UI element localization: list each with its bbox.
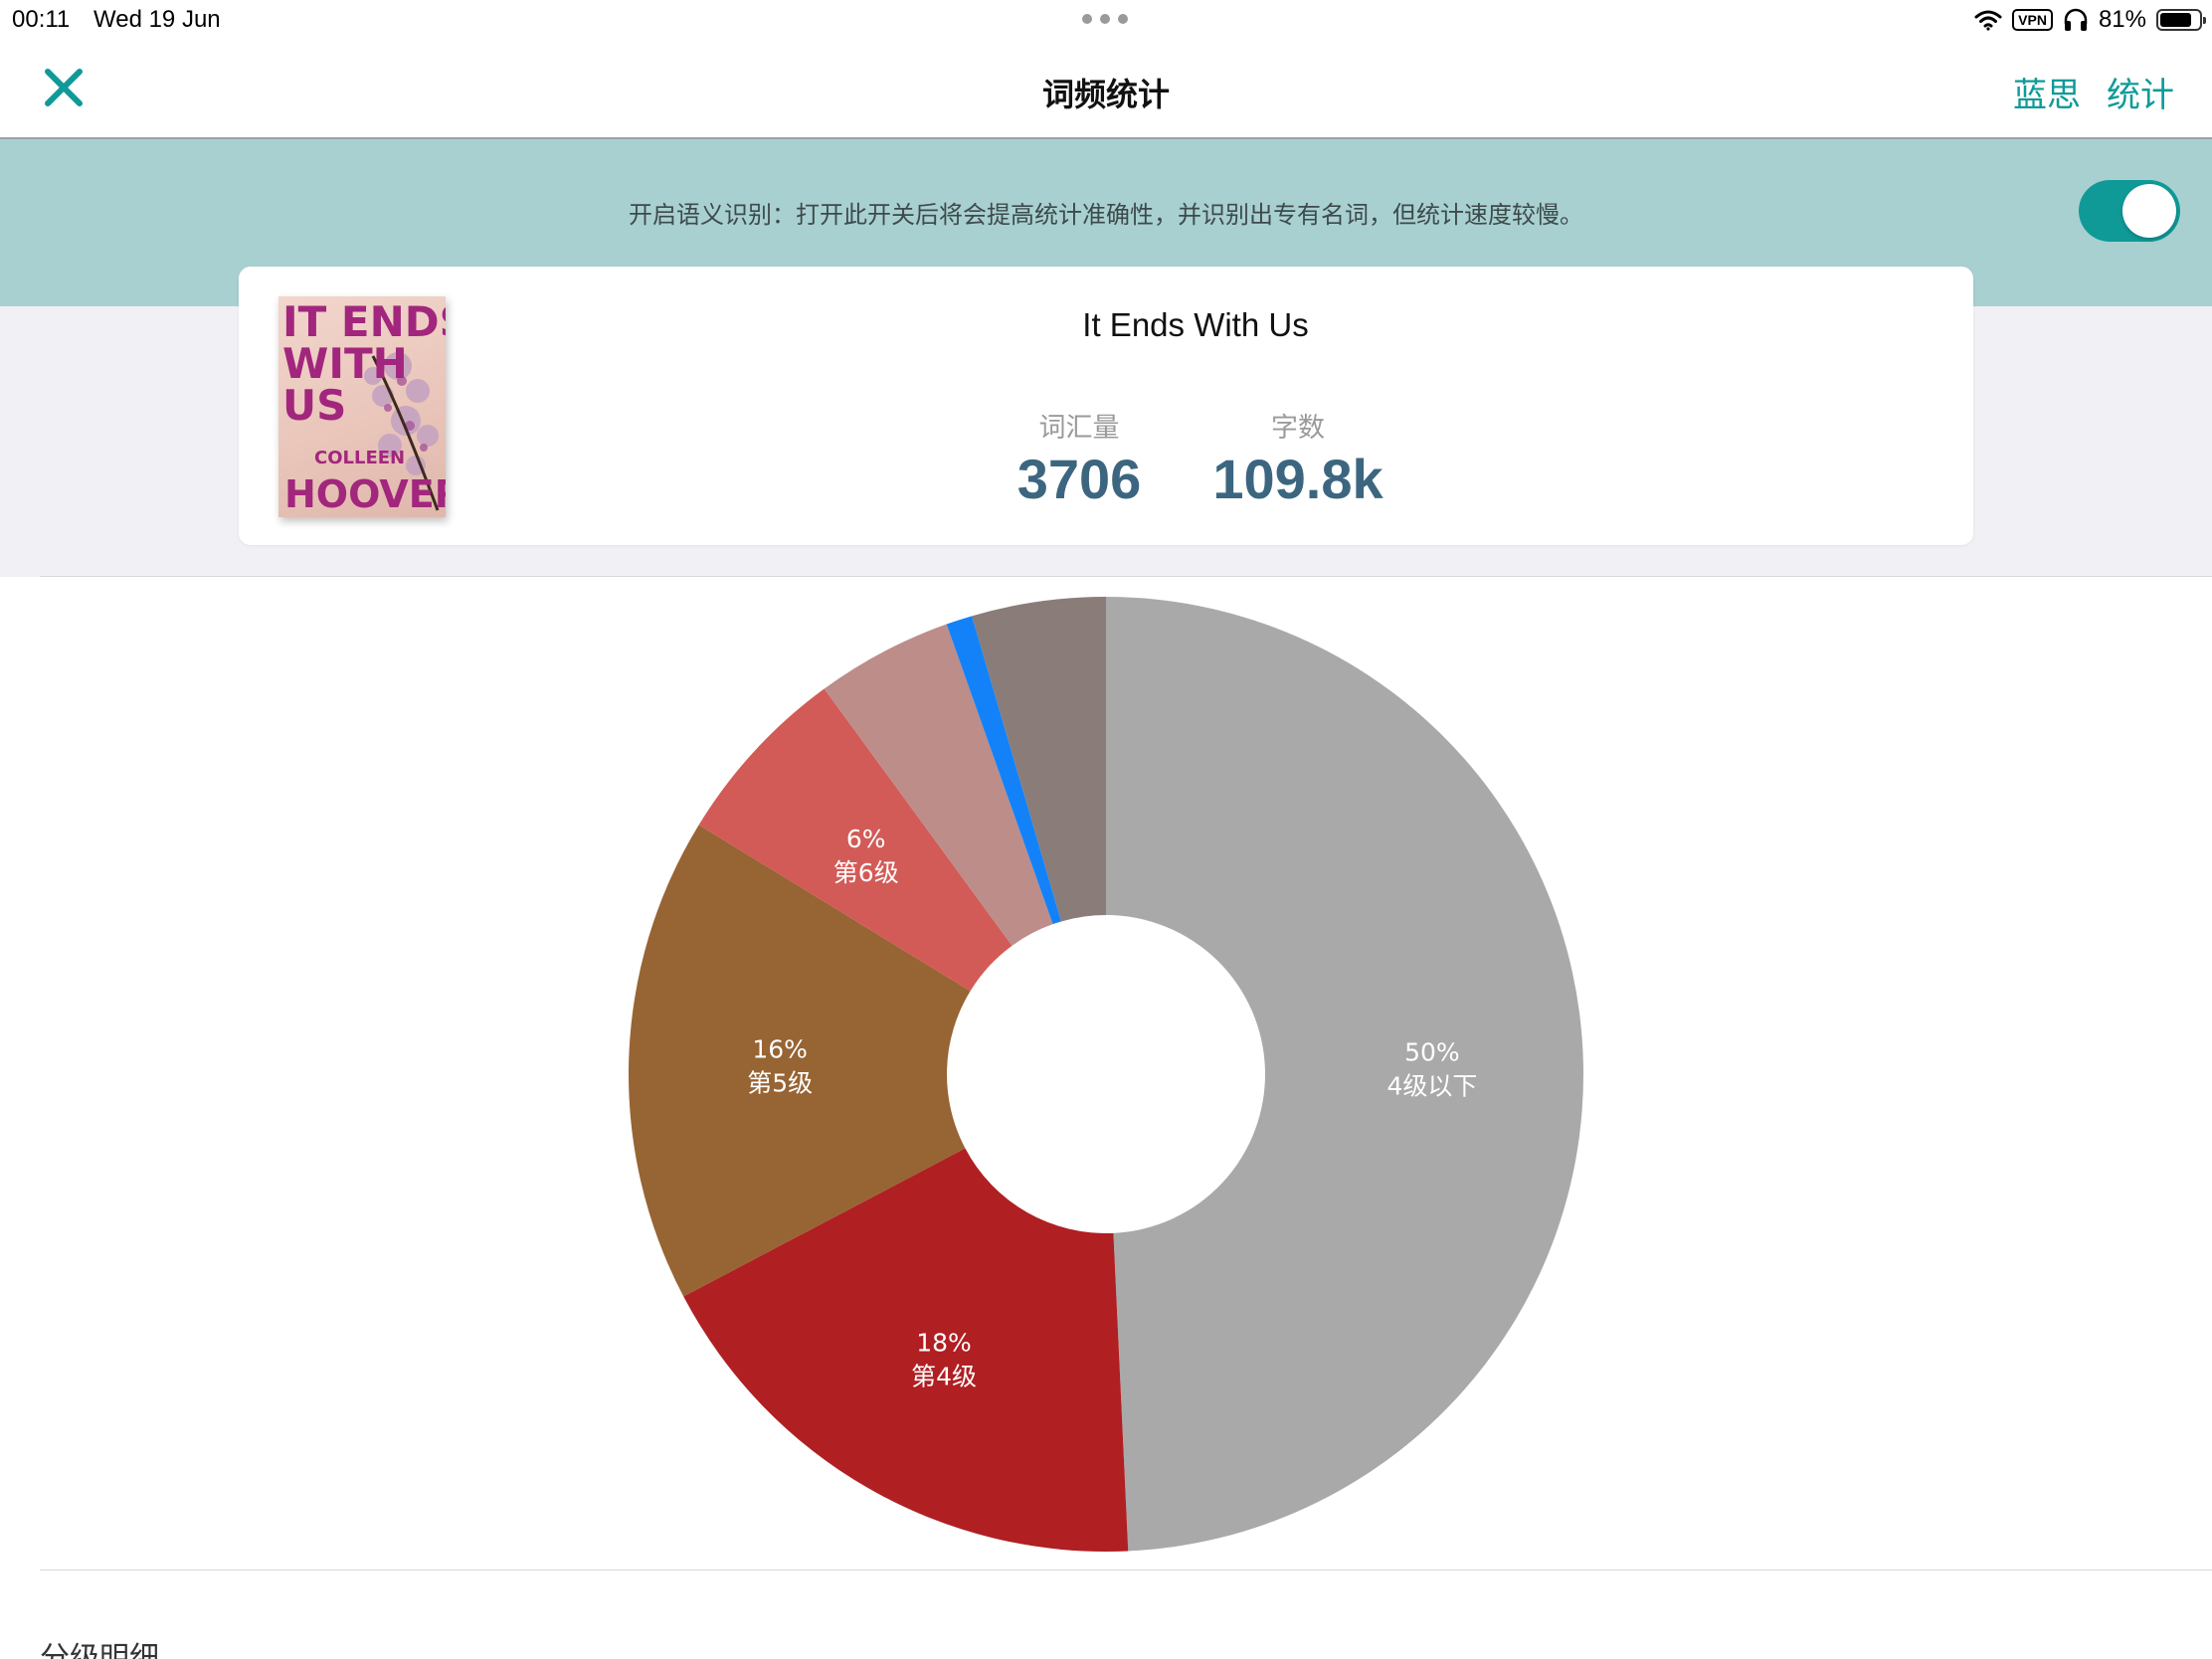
- stats-button[interactable]: 统计: [2107, 76, 2174, 115]
- book-title: It Ends With Us: [1082, 306, 1309, 343]
- divider: [40, 576, 2212, 577]
- level-details-heading: 分级明细: [40, 1641, 159, 1659]
- pie-slice-level-label: 4级以下: [1386, 1071, 1477, 1100]
- cover-title-line-2: WITH: [282, 339, 408, 388]
- vocabulary-value: 3706: [1016, 448, 1142, 510]
- toggle-knob: [2122, 184, 2176, 238]
- pie-slice-2[interactable]: [629, 825, 971, 1297]
- headphones-icon: [2064, 8, 2088, 31]
- pie-slice-percent-label: 18%: [916, 1329, 972, 1358]
- pie-slice-4[interactable]: [824, 624, 1053, 946]
- pie-slice-percent-label: 50%: [1404, 1037, 1460, 1066]
- cover-author-last: HOOVER: [284, 472, 446, 516]
- multitasking-dots-icon[interactable]: [1082, 14, 1130, 26]
- vocabulary-label: 词汇量: [1038, 413, 1120, 444]
- status-indicators: VPN 81%: [1974, 4, 2206, 36]
- pie-chart-svg: 50% 4级以下 18% 第4级 16% 第5级 6% 第6级: [629, 597, 1584, 1552]
- book-cover-art: IT ENDS WITH US COLLEEN HOOVER: [282, 297, 446, 516]
- level-distribution-chart: 50% 4级以下 18% 第4级 16% 第5级 6% 第6级: [0, 577, 2212, 1571]
- pie-slice-5[interactable]: [946, 616, 1062, 925]
- pie-slice-level-label: 第6级: [833, 858, 899, 887]
- vpn-badge: VPN: [2012, 9, 2053, 31]
- pie-slice-level-label: 第4级: [911, 1363, 977, 1391]
- divider: [40, 1569, 2212, 1570]
- word-count-label: 字数: [1271, 413, 1325, 444]
- cover-title-line-1: IT ENDS: [282, 297, 446, 346]
- pie-slice-6[interactable]: [972, 597, 1106, 922]
- pie-slice-level-label: 第5级: [747, 1068, 813, 1097]
- cover-author-first: COLLEEN: [314, 448, 405, 468]
- close-icon: [45, 69, 83, 106]
- status-time: 00:11: [12, 6, 71, 33]
- pie-slice-percent-label: 16%: [752, 1034, 808, 1063]
- nav-actions: 蓝思 统计: [2013, 68, 2174, 116]
- wifi-icon: [1974, 10, 2002, 31]
- close-button[interactable]: [40, 64, 88, 111]
- book-card: IT ENDS WITH US COLLEEN HOOVER It Ends W…: [239, 267, 1973, 545]
- pie-slice-0[interactable]: [1106, 597, 1584, 1552]
- lexile-button[interactable]: 蓝思: [2013, 76, 2081, 115]
- semantic-recognition-description: 开启语义识别：打开此开关后将会提高统计准确性，并识别出专有名词，但统计速度较慢。: [629, 201, 1583, 229]
- cover-title-line-3: US: [282, 381, 346, 430]
- book-cover[interactable]: IT ENDS WITH US COLLEEN HOOVER: [278, 296, 446, 517]
- word-count-value: 109.8k: [1212, 448, 1383, 510]
- battery-percent: 81%: [2098, 6, 2146, 33]
- pie-slice-1[interactable]: [683, 1148, 1129, 1552]
- page-title: 词频统计: [1041, 76, 1170, 113]
- battery-icon: [2156, 9, 2206, 31]
- pie-slice-3[interactable]: [698, 688, 1013, 992]
- semantic-recognition-toggle[interactable]: [2079, 180, 2180, 242]
- vocabulary-stat: 词汇量 3706: [995, 406, 1164, 511]
- pie-slice-percent-label: 6%: [846, 825, 886, 853]
- nav-bar: 词频统计 蓝思 统计: [0, 40, 2212, 139]
- status-date: Wed 19 Jun: [93, 6, 221, 33]
- status-bar: 00:11 Wed 19 Jun VPN 81%: [0, 0, 2212, 40]
- word-count-stat: 字数 109.8k: [1198, 406, 1397, 511]
